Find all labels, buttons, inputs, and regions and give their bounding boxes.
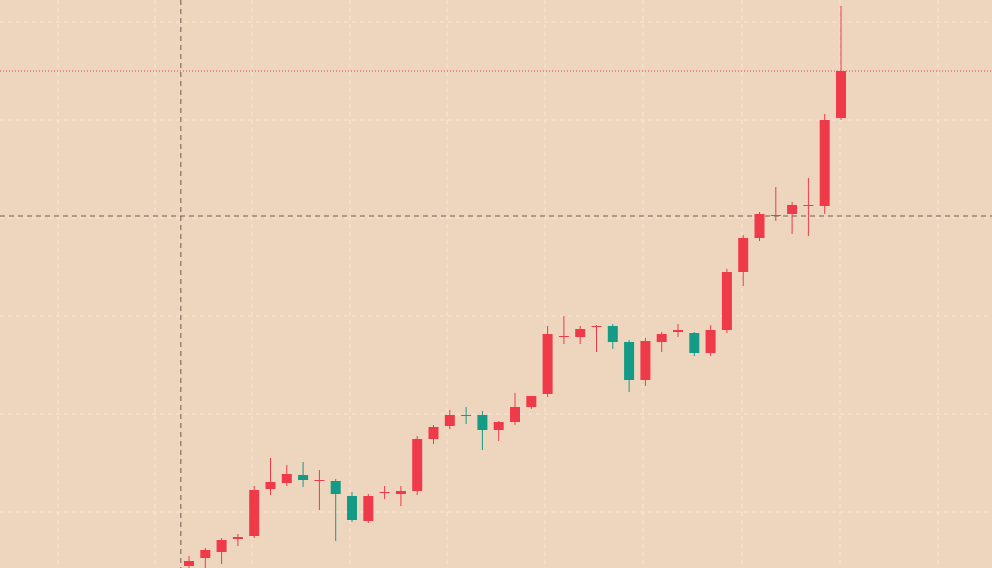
- candle-body: [461, 415, 472, 416]
- candle-body: [787, 205, 798, 214]
- candle-body: [216, 540, 227, 552]
- candle-body: [347, 496, 357, 520]
- candle-body: [477, 415, 488, 430]
- candle-body: [314, 480, 325, 481]
- candle-body: [412, 439, 423, 491]
- candle-body: [803, 205, 814, 206]
- candle-body: [200, 550, 211, 558]
- candle-body: [281, 474, 292, 483]
- candle-body: [770, 215, 781, 216]
- candle-body: [363, 496, 374, 521]
- candle-body: [640, 341, 651, 380]
- candle-body: [689, 333, 700, 353]
- candle-body: [249, 490, 260, 536]
- candle-body: [395, 491, 406, 494]
- candle-body: [298, 475, 309, 480]
- candle-body: [656, 334, 667, 342]
- candle-body: [754, 214, 765, 238]
- candle-body: [184, 561, 194, 566]
- candle-body: [607, 326, 618, 342]
- candle-body: [526, 396, 537, 407]
- candle-body: [444, 415, 455, 426]
- candle-body: [265, 482, 276, 489]
- candle-body: [721, 272, 732, 330]
- candle-body: [232, 537, 243, 539]
- candle-body: [542, 334, 553, 394]
- candle-body: [836, 71, 846, 118]
- candle-body: [819, 120, 830, 206]
- candle-body: [558, 336, 569, 337]
- candle-body: [379, 492, 390, 493]
- candle-body: [624, 342, 635, 380]
- candle-body: [510, 407, 520, 422]
- candle-body: [738, 238, 749, 272]
- candle-body: [591, 326, 602, 327]
- candle-body: [575, 329, 586, 337]
- candle-body: [428, 427, 439, 439]
- candle-body: [493, 422, 504, 430]
- candle-body: [705, 330, 716, 353]
- candle-body: [330, 481, 341, 494]
- candle-body: [673, 330, 683, 332]
